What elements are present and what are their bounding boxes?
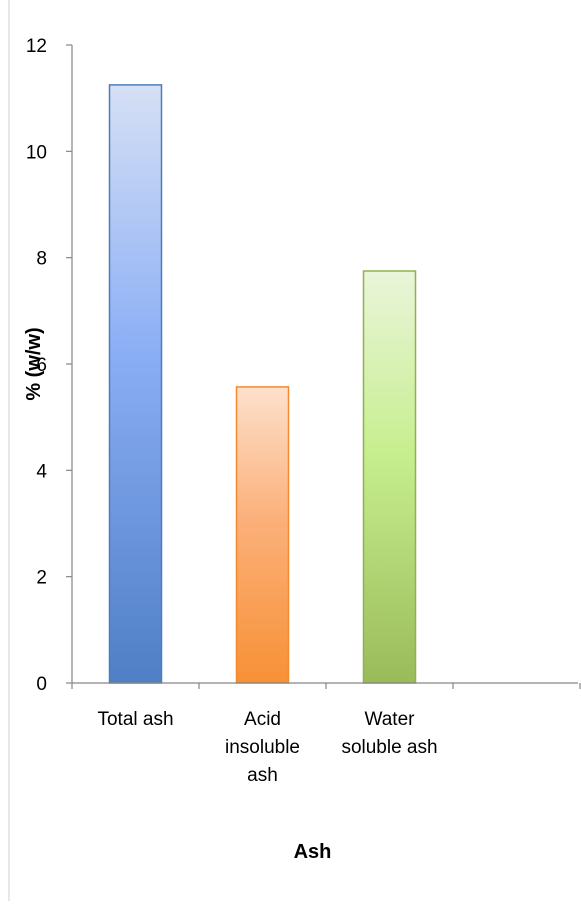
- y-tick-label: 2: [36, 568, 47, 589]
- bar-0: [108, 84, 163, 684]
- y-axis: 0 2 4 6 8 10 12: [26, 36, 73, 695]
- y-tick-label: 0: [36, 674, 47, 695]
- bar-1: [235, 386, 290, 684]
- y-axis-title: % (w/w): [23, 327, 45, 400]
- y-tick-label: 8: [36, 249, 47, 270]
- bar-2: [362, 270, 417, 684]
- x-axis: Total ash Acid insoluble ash Water soluble as…: [71, 682, 581, 786]
- y-tick-label: 6: [36, 355, 47, 376]
- category-label-0: Total ash: [97, 709, 173, 730]
- category-label-2: Water soluble ash: [341, 709, 437, 758]
- y-tick-label: 10: [26, 142, 47, 163]
- x-axis-title: Ash: [294, 841, 332, 863]
- bars-group: [108, 84, 417, 684]
- y-tick-label: 4: [36, 461, 47, 482]
- category-label-1: Acid insoluble ash: [225, 709, 300, 786]
- y-tick-label: 12: [26, 36, 47, 57]
